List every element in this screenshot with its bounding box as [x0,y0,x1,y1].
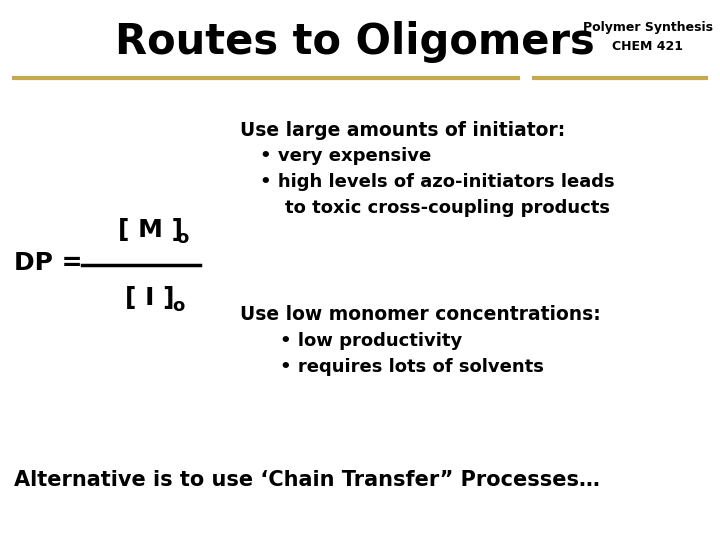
Text: CHEM 421: CHEM 421 [613,39,683,52]
Text: • low productivity: • low productivity [280,332,462,350]
Text: Polymer Synthesis: Polymer Synthesis [583,22,713,35]
Text: [ M ]: [ M ] [117,218,182,242]
Text: to toxic cross-coupling products: to toxic cross-coupling products [260,199,610,217]
Text: Use large amounts of initiator:: Use large amounts of initiator: [240,120,565,139]
Text: Routes to Oligomers: Routes to Oligomers [115,21,595,63]
Text: • requires lots of solvents: • requires lots of solvents [280,358,544,376]
Text: o: o [176,229,188,247]
Text: • very expensive: • very expensive [260,147,431,165]
Text: Alternative is to use ‘Chain Transfer” Processes…: Alternative is to use ‘Chain Transfer” P… [14,470,600,490]
Text: DP =: DP = [14,251,91,275]
Text: • high levels of azo-initiators leads: • high levels of azo-initiators leads [260,173,615,191]
Text: o: o [172,297,184,315]
Text: Use low monomer concentrations:: Use low monomer concentrations: [240,306,600,325]
Text: [ I ]: [ I ] [125,286,175,310]
